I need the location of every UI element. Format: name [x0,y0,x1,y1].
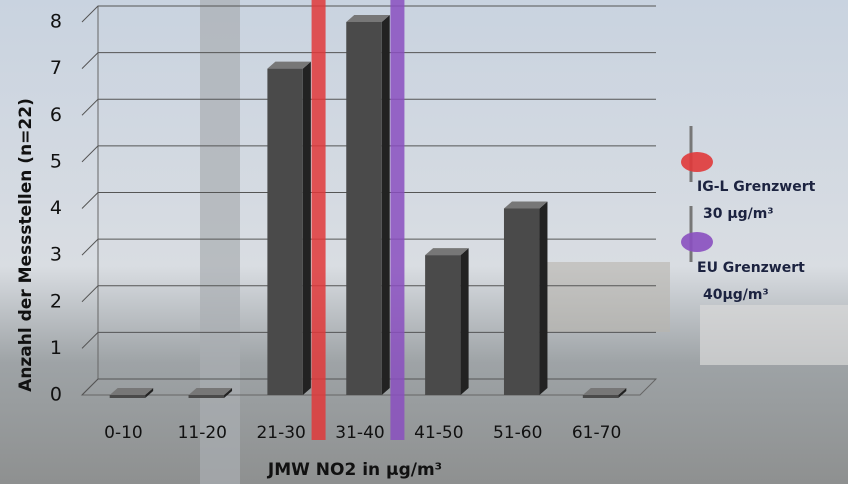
bar [267,62,310,395]
x-tick-label: 21-30 [256,423,305,443]
bar [189,388,232,398]
reference-line [312,0,326,440]
x-tick-label: 61-70 [572,423,621,443]
bar [346,15,389,395]
y-axis-label: Anzahl der Messstellen (n=22) [16,98,36,392]
annotation: IG-L Grenzwert [697,179,816,195]
legend-marker [681,232,713,252]
y-tick-label: 2 [50,290,62,312]
y-tick-label: 5 [50,150,62,172]
x-tick-label: 41-50 [414,423,463,443]
y-tick-label: 3 [50,244,62,266]
y-tick-label: 1 [50,337,62,359]
building [540,262,670,332]
chart: Anzahl der Messstellen (n=22) JMW NO2 in… [0,0,848,484]
x-tick-label: 51-60 [493,423,542,443]
x-tick-label: 11-20 [178,423,227,443]
annotation: EU Grenzwert [697,260,805,276]
bar [110,388,153,398]
x-axis-label: JMW NO2 in µg/m³ [267,460,442,480]
pole [200,0,240,484]
bar [425,248,468,395]
x-tick-label: 0-10 [104,423,143,443]
legend-marker [681,152,713,172]
background [0,0,848,484]
y-tick-label: 4 [50,197,62,219]
bar [583,388,626,398]
bar [504,202,547,396]
y-tick-label: 7 [50,57,62,79]
vehicle [700,305,848,365]
y-tick-label: 6 [50,104,62,126]
x-tick-label: 31-40 [335,423,384,443]
annotation: 40µg/m³ [703,287,769,303]
annotation: 30 µg/m³ [703,206,774,222]
reference-line [390,0,404,440]
y-tick-label: 0 [50,384,62,406]
y-tick-label: 8 [50,11,62,33]
